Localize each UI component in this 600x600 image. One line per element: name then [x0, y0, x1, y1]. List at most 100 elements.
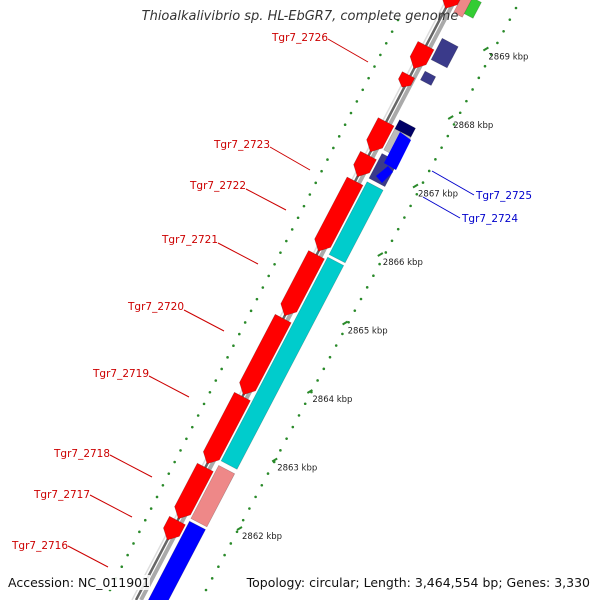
outer-dotted-guide	[384, 251, 388, 254]
red-cds-2720	[280, 250, 325, 317]
inner-dotted-guide	[320, 169, 323, 173]
scale-tick-label: 2869 kbp	[488, 53, 528, 63]
blue-cds-2725	[384, 132, 411, 170]
inner-dotted-guide	[355, 100, 359, 103]
outer-dotted-guide	[359, 297, 363, 301]
red-cds-2717	[174, 462, 214, 520]
outer-dotted-guide	[514, 6, 518, 10]
outer-dotted-guide	[489, 53, 493, 56]
scale-tick	[482, 46, 489, 52]
inner-dotted-guide	[261, 286, 265, 289]
inner-dotted-guide	[232, 344, 235, 348]
inner-dotted-guide	[138, 530, 141, 534]
outer-dotted-guide	[347, 320, 350, 324]
scale-tick	[306, 389, 313, 394]
inner-dotted-guide	[238, 332, 241, 336]
scale-ticks: 2862 kbp 2863 kbp 2864 kbp 2865 kbp 2866 kbp…	[236, 46, 528, 542]
inner-dotted-guide	[167, 472, 171, 475]
outer-dotted-guide	[204, 588, 208, 592]
gene-label: Tgr7_2721	[161, 234, 218, 246]
red-cds-2721	[314, 176, 364, 252]
inner-dotted-guide	[367, 76, 370, 80]
inner-dotted-guide	[267, 274, 270, 278]
outer-dotted-guide	[260, 483, 264, 487]
scale-tick	[447, 115, 454, 120]
dotted-guides	[108, 6, 518, 592]
inner-dotted-guide	[273, 262, 276, 266]
blue-cds-2716-a	[147, 520, 206, 600]
inner-dotted-guide	[243, 321, 247, 324]
inner-dotted-guide	[190, 425, 194, 429]
outer-dotted-guide	[378, 262, 381, 266]
outer-dotted-guide	[235, 530, 239, 534]
inner-dotted-guide	[349, 111, 353, 115]
label-leaders	[67, 38, 475, 568]
inner-dotted-guide	[155, 495, 159, 499]
outer-dotted-guide	[210, 577, 214, 580]
outer-dotted-guide	[241, 518, 245, 522]
outer-dotted-guide	[465, 99, 468, 103]
scale-tick-label: 2868 kbp	[453, 121, 493, 131]
inner-dotted-guide	[379, 53, 382, 57]
outer-dotted-guide	[452, 123, 456, 126]
red-cds-2719	[239, 313, 292, 396]
red-cds-2722	[353, 150, 377, 178]
scale-tick-label: 2862 kbp	[242, 532, 282, 542]
outer-dotted-guide	[434, 158, 437, 161]
inner-dotted-guide	[249, 309, 253, 313]
gene-label: Tgr7_2723	[213, 139, 270, 151]
outer-dotted-guide	[217, 565, 220, 569]
inner-dotted-guide	[302, 204, 306, 208]
scale-tick	[271, 457, 278, 463]
inner-dotted-guide	[308, 193, 312, 196]
outer-dotted-guide	[291, 425, 295, 429]
leader-tgr7_2724	[422, 196, 461, 219]
outer-dotted-guide	[365, 286, 369, 289]
inner-dotted-guide	[373, 65, 376, 68]
leader-tgr7_2725	[431, 170, 475, 196]
outer-dotted-guide	[496, 41, 499, 45]
red-cds-2716	[163, 515, 186, 541]
inner-dotted-guide	[290, 228, 294, 231]
inner-dotted-guide	[343, 123, 347, 126]
red-cds-2726	[409, 40, 435, 69]
inner-dotted-guide	[314, 181, 318, 185]
outer-dotted-guide	[427, 169, 431, 173]
navy-gene-2723	[394, 119, 416, 138]
gene-labels: Tgr7_2716 Tgr7_2717 Tgr7_2718 Tgr7_2719 Tgr7…	[11, 32, 532, 552]
outer-dotted-guide	[248, 507, 251, 510]
gene-label: Tgr7_2724	[461, 213, 518, 225]
inner-dotted-guide	[255, 297, 259, 301]
red-cds-2726-b	[398, 71, 416, 88]
gene-label: Tgr7_2725	[475, 190, 532, 202]
scale-tick-label: 2863 kbp	[277, 464, 317, 474]
outer-dotted-guide	[409, 204, 412, 208]
inner-dotted-guide	[185, 437, 188, 441]
cyan-gene-2721	[328, 181, 384, 264]
blue-cds-2724	[376, 166, 393, 183]
scale-tick-label: 2865 kbp	[348, 327, 388, 337]
inner-dotted-guide	[220, 367, 223, 371]
inner-dotted-guide	[390, 30, 394, 33]
genome-stats-label: Topology: circular; Length: 3,464,554 bp…	[246, 575, 590, 590]
scale-tick-label: 2867 kbp	[418, 190, 458, 200]
scale-tick	[236, 526, 243, 531]
inner-dotted-guide	[208, 390, 212, 394]
inner-dotted-guide	[326, 158, 329, 161]
outer-dotted-guide	[334, 344, 338, 347]
leader-tgr7_2726	[327, 38, 369, 63]
inner-dotted-guide	[143, 518, 147, 522]
outer-dotted-guide	[285, 437, 288, 440]
outer-dotted-guide	[316, 379, 319, 382]
outer-dotted-guide	[403, 216, 406, 219]
gene-label: Tgr7_2722	[189, 180, 246, 192]
inner-dotted-guide	[173, 460, 176, 464]
outer-dotted-guide	[229, 542, 233, 545]
inner-dotted-guide	[285, 239, 288, 243]
inner-dotted-guide	[279, 251, 282, 254]
outer-dotted-guide	[266, 472, 270, 475]
outer-dotted-guide	[458, 111, 462, 115]
gene-label: Tgr7_2720	[127, 301, 184, 313]
